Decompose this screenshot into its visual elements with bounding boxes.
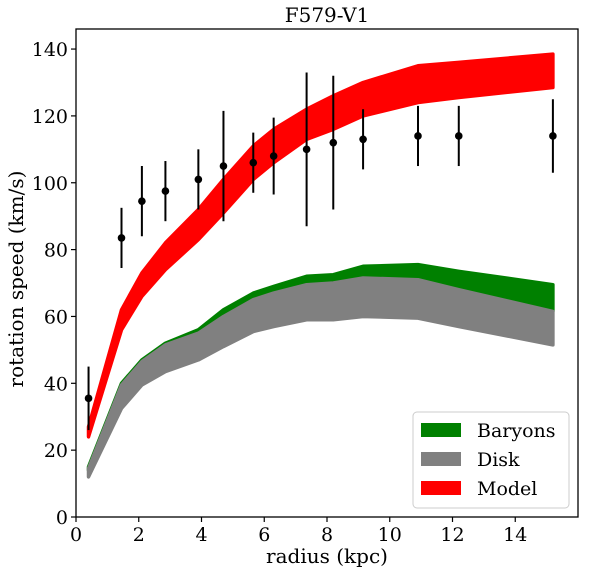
data-point (454, 105, 463, 167)
legend: Baryons Disk Model (412, 411, 570, 509)
legend-swatch (421, 481, 461, 495)
disk-band (86, 276, 555, 479)
point-marker (84, 394, 93, 403)
y-tick-label: 20 (44, 440, 68, 462)
point-marker (414, 132, 422, 140)
x-tick-label: 6 (258, 524, 270, 546)
data-point (219, 110, 228, 222)
bands-layer (86, 52, 555, 479)
point-marker (549, 132, 557, 140)
point-marker (161, 187, 170, 195)
y-tick: 0 (56, 507, 76, 529)
data-point (138, 166, 146, 237)
data-point (549, 99, 557, 173)
point-marker (454, 132, 463, 140)
legend-label: Baryons (477, 420, 556, 442)
point-marker (194, 175, 203, 184)
point-marker (269, 152, 278, 160)
y-tick-label: 100 (32, 173, 68, 195)
data-point (249, 132, 258, 193)
model-band (86, 52, 555, 439)
observed-points-layer (84, 72, 557, 431)
x-tick-label: 14 (503, 524, 527, 546)
x-tick-label: 12 (440, 524, 464, 546)
point-marker (219, 162, 228, 170)
y-tick-label: 80 (44, 240, 68, 262)
point-marker (117, 234, 126, 242)
y-tick: 100 (32, 173, 76, 195)
plot-frame (75, 28, 579, 518)
y-tick: 140 (32, 39, 76, 61)
y-tick-label: 120 (32, 106, 68, 128)
x-tick: 8 (321, 517, 333, 546)
y-tick: 20 (44, 440, 76, 462)
legend-label: Disk (477, 449, 520, 471)
x-tick-label: 0 (70, 524, 82, 546)
x-axis-ticks: 0 2 4 6 8 10 12 14 (70, 517, 527, 546)
point-marker (302, 145, 311, 154)
data-point (194, 149, 203, 210)
data-point (359, 109, 367, 170)
legend-item-baryons: Baryons (421, 420, 556, 442)
point-marker (329, 138, 338, 147)
legend-swatch (421, 452, 461, 466)
y-tick: 120 (32, 106, 76, 128)
y-tick-label: 40 (44, 373, 68, 395)
legend-swatch (421, 423, 461, 437)
x-tick: 12 (440, 517, 465, 546)
y-axis-ticks: 0 20 40 60 80 100 120 140 (32, 39, 76, 529)
x-tick: 6 (258, 517, 270, 546)
y-tick-label: 0 (56, 507, 68, 529)
data-point (84, 366, 93, 431)
legend-item-model: Model (421, 478, 537, 500)
x-tick: 2 (133, 517, 145, 546)
x-tick-label: 10 (378, 524, 402, 546)
y-tick-label: 60 (44, 306, 68, 328)
data-point (161, 161, 170, 222)
data-point (269, 117, 278, 195)
data-point (302, 72, 311, 227)
y-tick: 60 (44, 306, 76, 328)
data-point (117, 207, 126, 268)
legend-item-disk: Disk (421, 449, 520, 471)
x-tick-label: 2 (133, 524, 145, 546)
data-point (329, 75, 338, 210)
x-tick-label: 4 (195, 524, 207, 546)
data-point (414, 105, 422, 167)
y-tick: 40 (44, 373, 76, 395)
point-marker (138, 197, 146, 205)
x-tick: 14 (503, 517, 527, 546)
point-marker (359, 135, 367, 144)
x-tick: 0 (70, 517, 82, 546)
x-tick-label: 8 (321, 524, 333, 546)
x-tick: 4 (195, 517, 208, 546)
legend-label: Model (477, 478, 537, 500)
y-axis-label: rotation speed (km/s) (4, 171, 28, 388)
x-axis-label: radius (kpc) (266, 544, 388, 568)
point-marker (249, 158, 258, 167)
x-tick: 10 (378, 517, 402, 546)
y-tick-label: 140 (32, 39, 68, 61)
y-tick: 80 (44, 240, 76, 262)
chart-title: F579-V1 (285, 3, 370, 27)
